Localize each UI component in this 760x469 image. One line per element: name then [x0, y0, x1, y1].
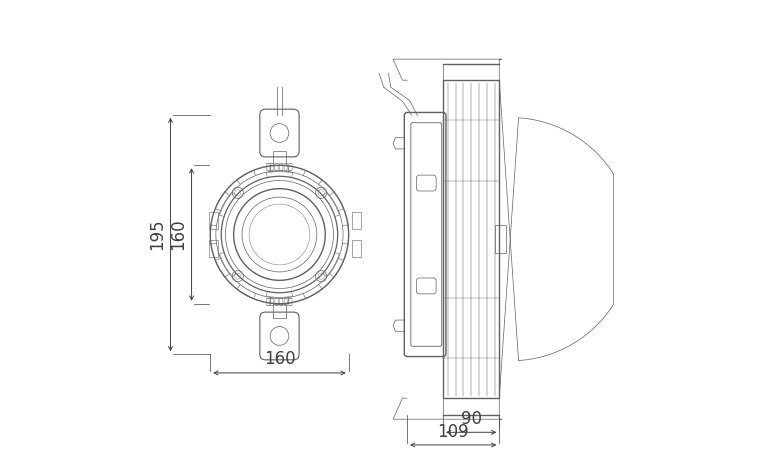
- Bar: [353, 240, 361, 257]
- Bar: [353, 212, 361, 229]
- Bar: [443, 80, 499, 398]
- Bar: [273, 304, 286, 318]
- Bar: [209, 240, 217, 257]
- Bar: [273, 151, 286, 165]
- Text: 警告非防爆灯: 警告非防爆灯: [265, 298, 293, 307]
- Bar: [495, 225, 506, 253]
- Text: 109: 109: [437, 423, 469, 441]
- Text: 195: 195: [148, 219, 166, 250]
- Bar: [209, 212, 217, 229]
- Text: 90: 90: [461, 410, 482, 428]
- Text: 160: 160: [264, 350, 296, 368]
- Text: 160: 160: [169, 219, 187, 250]
- Text: 严禁打开外壳: 严禁打开外壳: [265, 162, 293, 171]
